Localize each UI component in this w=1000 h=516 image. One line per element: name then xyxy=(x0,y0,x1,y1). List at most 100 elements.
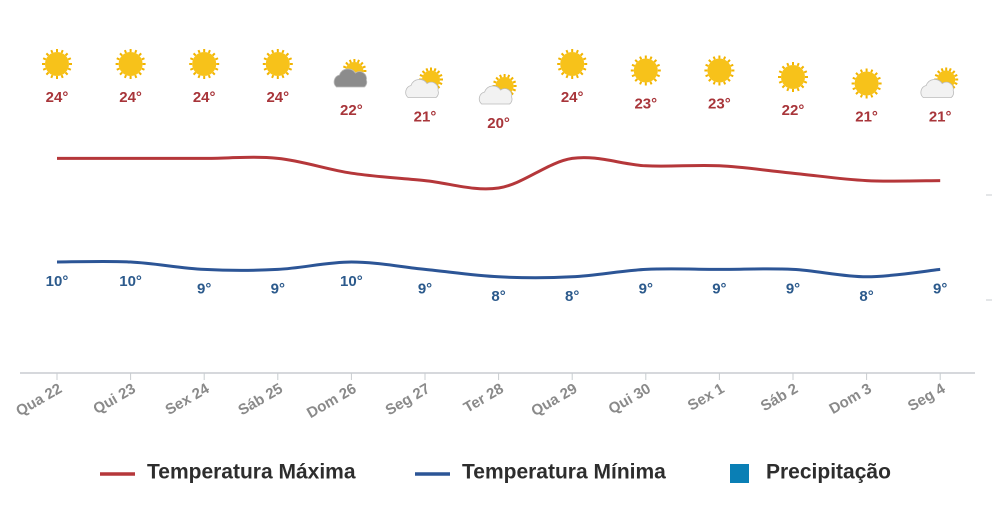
weather-icon xyxy=(851,68,882,99)
sun-ray xyxy=(582,57,587,61)
sun-ray xyxy=(859,69,863,73)
x-tick-label: Dom 3 xyxy=(826,380,874,418)
sun-ray xyxy=(285,52,290,57)
sun-ray xyxy=(362,65,366,69)
x-tick-label: Qua 29 xyxy=(528,380,580,420)
sun-ray xyxy=(50,49,54,54)
value-label: 9° xyxy=(639,280,653,297)
value-label: 24° xyxy=(193,89,216,106)
x-tick-label: Ter 28 xyxy=(461,380,507,416)
sun xyxy=(707,58,732,83)
sun-ray xyxy=(723,81,727,85)
sun-ray xyxy=(634,59,639,63)
sun-ray xyxy=(263,57,268,61)
sun xyxy=(45,52,69,76)
sun xyxy=(118,52,143,76)
sun-ray xyxy=(45,71,50,76)
sun-ray xyxy=(727,78,731,82)
sun-ray xyxy=(356,59,360,64)
value-label: 8° xyxy=(565,288,579,305)
sun-ray xyxy=(579,71,584,76)
sun-ray xyxy=(285,71,290,76)
sun-ray xyxy=(67,57,72,61)
value-label: 24° xyxy=(119,89,142,106)
sun xyxy=(265,52,290,76)
sun-ray xyxy=(934,73,939,77)
sun-ray xyxy=(565,49,569,54)
sun-ray xyxy=(507,74,511,79)
sun-ray xyxy=(64,71,69,76)
sun-ray xyxy=(575,49,579,54)
sun-ray xyxy=(211,52,216,57)
sun-ray xyxy=(263,67,268,71)
sun-ray xyxy=(134,49,138,54)
sun-ray xyxy=(138,71,142,76)
value-label: 24° xyxy=(561,89,584,106)
sun-ray xyxy=(116,57,120,61)
sun-ray xyxy=(281,49,285,54)
sun-ray xyxy=(852,87,856,91)
sun-ray xyxy=(855,91,859,95)
sun-ray xyxy=(214,57,219,61)
sun-ray xyxy=(877,76,881,80)
sun-ray xyxy=(60,49,64,54)
sun-ray xyxy=(708,78,712,82)
value-label: 10° xyxy=(46,273,69,290)
sun-ray xyxy=(288,57,293,61)
weather-icon xyxy=(42,49,72,79)
sun xyxy=(781,65,805,89)
sun-ray xyxy=(345,61,349,66)
sun xyxy=(560,52,585,76)
x-tick-label: Seg 27 xyxy=(383,380,433,419)
sun-ray xyxy=(954,73,958,77)
sun-ray xyxy=(705,63,709,67)
x-tick-label: Seg 4 xyxy=(905,380,949,415)
sun-ray xyxy=(786,62,790,67)
weather-icon xyxy=(405,67,443,98)
x-tick-label: Sáb 2 xyxy=(758,380,801,415)
sun-ray xyxy=(712,56,716,60)
sun-ray xyxy=(874,72,878,76)
sun-ray xyxy=(207,49,211,54)
weather-icon xyxy=(778,62,808,92)
cloud xyxy=(405,79,439,98)
sun xyxy=(854,71,879,96)
sun-ray xyxy=(266,52,271,57)
x-tick-label: Dom 26 xyxy=(304,380,359,422)
sun-ray xyxy=(723,56,727,60)
legend-label: Temperatura Máxima xyxy=(147,461,356,484)
sun-ray xyxy=(781,84,786,89)
sun-ray xyxy=(786,87,790,92)
value-label: 22° xyxy=(340,102,363,119)
line xyxy=(56,259,941,280)
sun-ray xyxy=(631,74,636,78)
sun-ray xyxy=(582,67,587,71)
value-label: 24° xyxy=(266,89,289,106)
sun-ray xyxy=(138,52,142,57)
sun-ray xyxy=(419,73,424,77)
sun-ray xyxy=(800,84,805,89)
sun-ray xyxy=(575,74,579,79)
legend-swatch xyxy=(730,464,749,483)
sun-ray xyxy=(123,49,127,54)
legend-label: Temperatura Mínima xyxy=(462,461,666,484)
sun-ray xyxy=(45,52,50,57)
value-label: 9° xyxy=(418,280,432,297)
sun-ray xyxy=(348,59,352,64)
value-label: 10° xyxy=(340,273,363,290)
sun-ray xyxy=(123,74,127,79)
weather-icon xyxy=(262,49,293,79)
sun-ray xyxy=(639,81,643,85)
sun-ray xyxy=(852,76,856,80)
sun-ray xyxy=(649,56,653,60)
sun-ray xyxy=(281,74,285,79)
sun-ray xyxy=(342,65,347,69)
sun-ray xyxy=(656,63,661,67)
cloud xyxy=(478,85,513,105)
value-label: 20° xyxy=(487,115,510,132)
x-tick-label: Qui 23 xyxy=(90,380,138,418)
value-label: 24° xyxy=(46,89,69,106)
x-tick-label: Sáb 25 xyxy=(235,380,285,419)
sun-ray xyxy=(60,74,64,79)
sun-ray xyxy=(197,49,201,54)
